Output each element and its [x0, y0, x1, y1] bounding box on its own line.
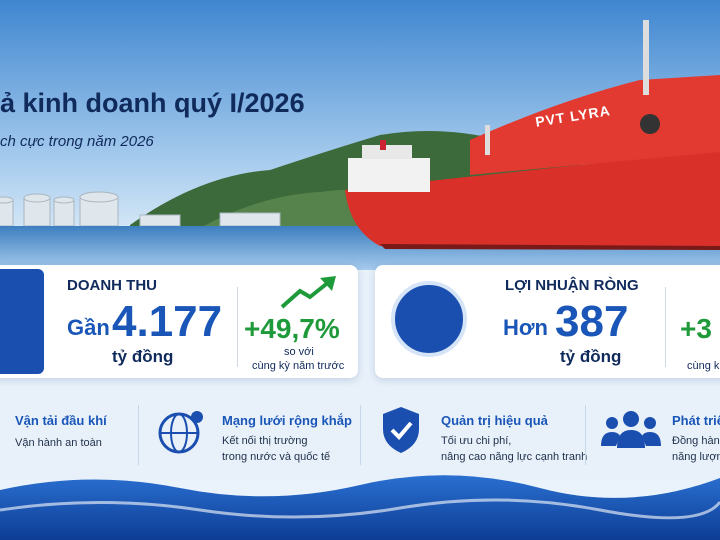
- globe-icon: [158, 411, 203, 454]
- divider: [237, 287, 238, 367]
- label: LỢI NHUẬN RÒNG: [505, 277, 639, 294]
- shield-icon: [383, 407, 419, 453]
- value: 4.177: [112, 297, 223, 346]
- title: ả kinh doanh quý I/2026: [0, 88, 305, 118]
- feature-line: Đồng hành: [672, 435, 720, 447]
- note: cùng kỳ năm trước: [252, 360, 345, 372]
- divider: [360, 405, 361, 465]
- feature-line: năng lượn: [672, 451, 720, 463]
- note: cùng k: [687, 360, 720, 372]
- value: 387: [555, 297, 629, 346]
- label: DOANH THU: [67, 277, 157, 294]
- feature-line: Kết nối thị trường: [222, 435, 308, 447]
- change: +49,7%: [244, 313, 340, 344]
- features: Vận tải đầu khí Vận hành an toàn Mạng lư…: [0, 395, 720, 475]
- prefix: Gần: [67, 315, 110, 340]
- revenue-card: DOANH THU Gần 4.177 tỷ đồng +49,7% so vớ…: [0, 265, 358, 378]
- profit-card: LỢI NHUẬN RÒNG Hơn 387 tỷ đồng +3 cùng k: [375, 265, 720, 378]
- change: +3: [680, 313, 712, 344]
- people-icon: [601, 411, 661, 448]
- feature-line: nâng cao năng lực cạnh tranh: [441, 451, 588, 463]
- subtitle: ch cực trong năm 2026: [0, 133, 154, 150]
- prefix: Hơn: [503, 315, 548, 340]
- arrow: [280, 276, 336, 309]
- feature-title: Phát triể: [672, 413, 720, 428]
- divider: [138, 405, 139, 465]
- feature-title: Vận tải đầu khí: [15, 413, 107, 428]
- feature-line: Tối ưu chi phí,: [441, 435, 512, 447]
- feature-title: Mạng lưới rộng khắp: [222, 413, 352, 428]
- icon: [391, 281, 467, 357]
- unit: tỷ đồng: [560, 347, 622, 366]
- feature-line: trong nước và quốc tế: [222, 451, 331, 463]
- divider: [665, 287, 666, 367]
- divider: [585, 405, 586, 465]
- icon: [0, 269, 44, 374]
- note: so với: [284, 346, 314, 358]
- feature-line: Vận hành an toàn: [15, 437, 102, 449]
- feature-title: Quản trị hiệu quả: [441, 413, 548, 428]
- unit: tỷ đồng: [112, 347, 174, 366]
